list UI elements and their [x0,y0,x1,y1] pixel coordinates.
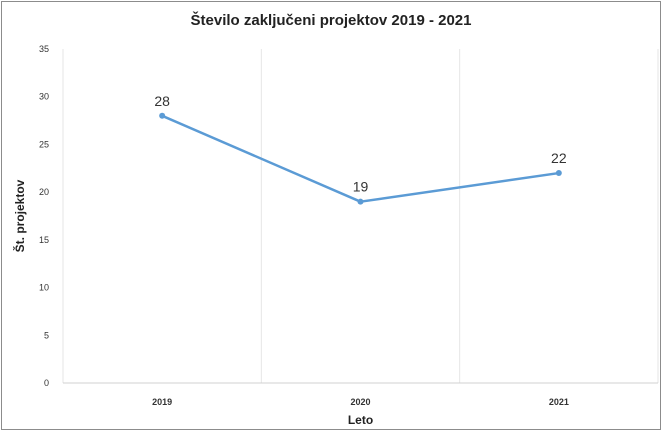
y-tick-label: 5 [44,330,49,340]
y-tick-label: 0 [44,378,49,388]
data-point [357,198,364,205]
x-axis-title: Leto [348,413,373,427]
chart-title: Število zaključeni projektov 2019 - 2021 [190,12,472,29]
y-axis-title: Št. projektov [12,179,27,252]
x-tick-label: 2021 [549,397,569,407]
y-tick-label: 25 [39,139,49,149]
data-point [159,112,166,119]
x-tick-label: 2020 [350,397,370,407]
y-tick-label: 35 [39,44,49,54]
data-point [555,170,562,177]
y-tick-label: 20 [39,187,49,197]
data-label: 19 [353,179,369,195]
y-tick-label: 30 [39,92,49,102]
y-tick-label: 10 [39,283,49,293]
data-label: 28 [154,93,170,109]
y-tick-label: 15 [39,235,49,245]
x-tick-label: 2019 [152,397,172,407]
data-label: 22 [551,150,567,166]
